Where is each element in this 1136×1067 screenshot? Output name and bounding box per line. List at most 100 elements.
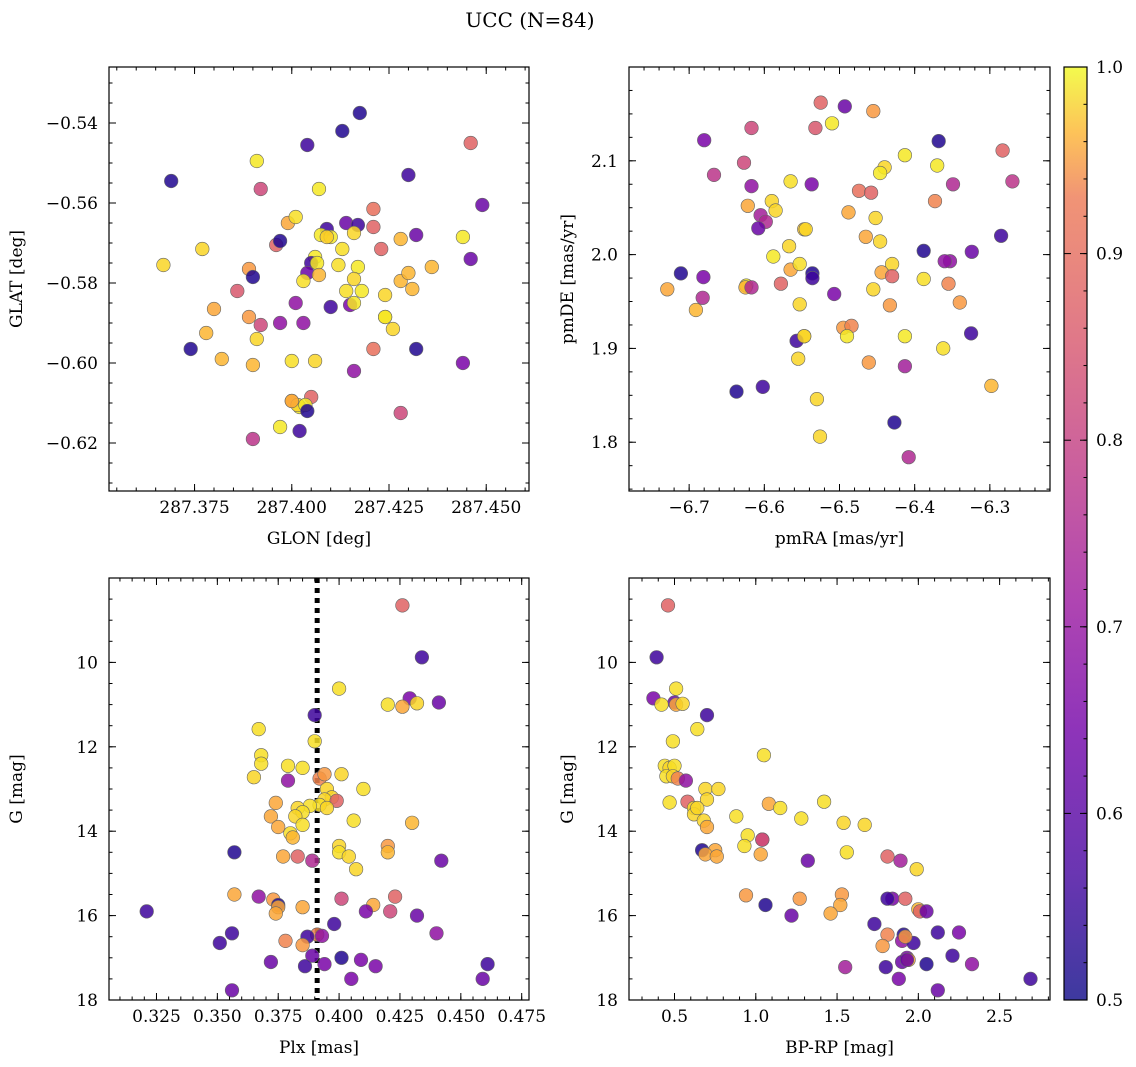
data-point	[836, 815, 851, 830]
data-point	[475, 971, 490, 987]
data-point	[963, 326, 979, 341]
data-point	[993, 228, 1009, 243]
data-point	[773, 276, 789, 291]
x-tick-label: −6.5	[819, 498, 860, 518]
data-point	[937, 254, 952, 269]
x-tick-label: 287.375	[159, 498, 229, 518]
figure-title: UCC (N=84)	[465, 8, 594, 32]
data-point	[393, 231, 408, 247]
data-point	[891, 971, 906, 987]
data-point	[212, 935, 227, 951]
data-point	[872, 165, 888, 181]
data-point	[740, 198, 755, 213]
data-point	[945, 948, 960, 963]
data-point	[699, 707, 715, 723]
data-point	[353, 952, 369, 968]
data-point	[794, 811, 809, 826]
axes-frame	[628, 66, 1051, 492]
data-point	[884, 269, 900, 284]
data-point	[366, 219, 381, 235]
data-point	[766, 249, 781, 264]
data-point	[455, 355, 471, 371]
data-point	[224, 983, 240, 998]
data-point	[784, 908, 799, 923]
data-point	[332, 681, 347, 696]
y-tick-label: 2.0	[591, 246, 618, 266]
data-point	[214, 351, 229, 367]
data-point	[354, 283, 369, 299]
data-point	[695, 290, 710, 305]
data-point	[307, 707, 322, 723]
data-point	[378, 287, 393, 303]
colorbar-tick-label: 0.5	[1096, 991, 1123, 1011]
data-point	[268, 906, 283, 921]
data-point	[880, 891, 895, 906]
y-tick-label: 18	[596, 991, 618, 1011]
data-point	[838, 959, 853, 975]
data-point	[875, 938, 890, 954]
data-point	[409, 696, 425, 711]
data-point	[273, 419, 288, 435]
data-point	[356, 781, 371, 797]
data-point	[227, 845, 242, 860]
data-point	[931, 134, 946, 149]
data-point	[335, 123, 350, 139]
y-tick-label: −0.56	[46, 194, 98, 214]
y-tick-label: 14	[596, 822, 618, 842]
x-tick-label: 0.425	[376, 1007, 425, 1027]
data-point	[755, 832, 770, 847]
y-tick-label: −0.60	[46, 354, 98, 374]
data-point	[867, 916, 882, 932]
data-point	[816, 794, 832, 809]
panel-bottom-right: 0.5 1.0 1.5 2.0 2.5 10 12 14 16 18 BP-RP [mag] G [m…	[558, 577, 1051, 1058]
data-point	[346, 225, 362, 241]
data-point	[409, 341, 424, 357]
data-point	[251, 721, 266, 737]
data-point	[311, 181, 327, 197]
data-point	[319, 229, 334, 245]
data-point	[206, 301, 222, 317]
data-point	[773, 800, 788, 816]
data-point	[295, 900, 310, 915]
data-point	[199, 325, 214, 341]
data-point	[254, 756, 269, 771]
data-point	[665, 734, 681, 749]
x-tick-label: 0.375	[254, 1007, 303, 1027]
x-axis-label: BP-RP [mag]	[785, 1038, 894, 1058]
data-point	[346, 295, 362, 311]
data-point	[1005, 174, 1020, 189]
data-point	[393, 405, 408, 421]
data-point	[872, 234, 888, 249]
data-point	[395, 699, 410, 714]
y-tick-label: 10	[596, 653, 618, 673]
data-point	[800, 853, 815, 868]
data-point	[851, 183, 867, 198]
data-point	[909, 862, 924, 877]
colorbar-gradient	[1064, 67, 1087, 1000]
y-tick-label: −0.58	[46, 274, 98, 294]
data-point	[824, 116, 840, 131]
data-point	[395, 598, 410, 613]
data-point	[346, 363, 362, 379]
data-point	[195, 241, 210, 257]
data-point	[649, 650, 664, 665]
data-point	[227, 887, 242, 902]
data-point	[280, 773, 296, 788]
data-point	[887, 415, 902, 430]
data-point	[798, 222, 813, 237]
data-point	[401, 265, 416, 281]
colorbar-tick-label: 1.0	[1096, 58, 1123, 78]
data-point	[668, 681, 684, 696]
data-point	[660, 282, 675, 297]
data-point	[305, 853, 320, 868]
data-point	[434, 853, 449, 868]
x-tick-label: 2.5	[986, 1007, 1013, 1027]
x-axis-label: Plx [mas]	[279, 1038, 359, 1058]
data-point	[288, 295, 303, 311]
data-point	[311, 267, 327, 283]
data-point	[164, 173, 179, 189]
data-point	[916, 243, 931, 258]
y-tick-label: 12	[596, 738, 618, 758]
x-axis-label: pmRA [mas/yr]	[775, 529, 904, 549]
